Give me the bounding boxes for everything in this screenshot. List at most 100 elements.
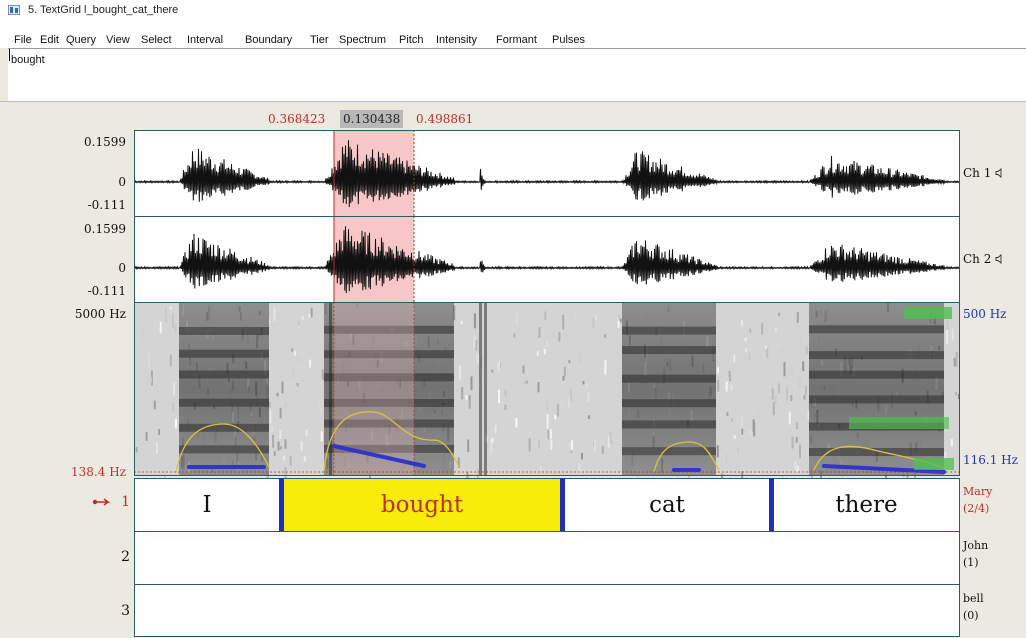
noise-speck: [473, 335, 476, 349]
speaker-icon[interactable]: [995, 254, 1005, 264]
menu-tier[interactable]: Tier: [310, 34, 329, 46]
sound-display[interactable]: [134, 130, 960, 480]
noise-speck: [459, 365, 462, 380]
tier-1[interactable]: [134, 478, 960, 532]
tier-3-count: (0): [963, 609, 979, 622]
noise-speck: [560, 399, 563, 411]
noise-speck: [862, 472, 865, 480]
intensity-contour: [323, 411, 460, 471]
ch2-label[interactable]: Ch 2: [963, 252, 1005, 266]
noise-speck: [476, 469, 479, 480]
noise-speck: [946, 329, 949, 344]
noise-speck: [468, 395, 471, 409]
noise-speck: [578, 350, 581, 364]
noise-speck: [171, 313, 174, 328]
noise-speck: [300, 441, 303, 452]
noise-speck: [453, 305, 456, 321]
selection-duration[interactable]: 0.130438: [340, 110, 404, 128]
noise-speck: [571, 440, 573, 452]
menu-query[interactable]: Query: [66, 34, 96, 46]
boundary-marker[interactable]: [560, 478, 565, 532]
noise-speck: [284, 401, 287, 415]
spectrogram[interactable]: [134, 302, 960, 480]
ch2-label-text: Ch 2: [963, 252, 992, 266]
ch1-ymin-label: -0.111: [87, 198, 126, 212]
menu-spectrum[interactable]: Spectrum: [339, 34, 387, 46]
voiced-segment: [809, 302, 944, 476]
noise-speck: [539, 466, 542, 471]
noise-speck: [272, 434, 275, 448]
noise-speck: [174, 325, 177, 334]
menu-pitch[interactable]: Pitch: [399, 34, 424, 46]
noise-speck: [774, 327, 777, 333]
boundary-marker[interactable]: [769, 478, 774, 532]
noise-speck: [717, 379, 720, 392]
noise-speck: [515, 418, 518, 428]
noise-speck: [318, 313, 321, 320]
intensity-min-marker: [914, 458, 954, 470]
menu-intensity[interactable]: Intensity: [436, 34, 477, 46]
tier-3-name-text: bell: [963, 592, 984, 605]
interval-text-value: bought: [11, 54, 45, 66]
interval-bought[interactable]: bought: [380, 492, 464, 518]
noise-speck: [491, 437, 494, 443]
noise-speck: [585, 383, 588, 389]
menu-edit[interactable]: Edit: [40, 34, 59, 46]
noise-speck: [489, 443, 492, 455]
speaker-icon[interactable]: [995, 168, 1005, 178]
noise-speck: [563, 366, 566, 377]
waveform-channel-1[interactable]: [134, 130, 960, 217]
noise-speck: [944, 451, 947, 460]
burst-stripe: [479, 302, 482, 476]
interval-I[interactable]: I: [202, 492, 212, 518]
noise-speck: [268, 401, 271, 408]
noise-speck: [175, 419, 177, 429]
noise-speck: [491, 369, 494, 373]
tier-1-name[interactable]: Mary (2/4): [963, 483, 992, 517]
noise-speck: [609, 431, 612, 444]
menu-file[interactable]: File: [14, 34, 32, 46]
interval-cat[interactable]: cat: [649, 492, 685, 518]
noise-speck: [611, 440, 614, 445]
menu-formant[interactable]: Formant: [496, 34, 537, 46]
tier-2[interactable]: [134, 531, 960, 585]
noise-speck: [745, 348, 748, 353]
noise-speck: [163, 468, 166, 480]
noise-speck: [515, 312, 518, 324]
menu-boundary[interactable]: Boundary: [245, 34, 293, 46]
tier-1-number[interactable]: 1: [121, 494, 130, 510]
ch1-label[interactable]: Ch 1: [963, 166, 1005, 180]
noise-speck: [536, 351, 539, 356]
noise-speck: [955, 391, 957, 396]
menu-pulses[interactable]: Pulses: [552, 34, 586, 46]
tier-3-name[interactable]: bell (0): [963, 590, 984, 624]
noise-speck: [768, 386, 771, 396]
menu-select[interactable]: Select: [141, 34, 172, 46]
noise-speck: [497, 362, 500, 372]
formant-band: [324, 373, 454, 382]
selection-start-time: 0.368423: [268, 112, 326, 126]
formant-band: [809, 325, 944, 334]
noise-speck: [588, 415, 590, 419]
interval-there[interactable]: there: [835, 492, 898, 518]
noise-speck: [748, 353, 751, 361]
interval-text-field[interactable]: bought: [8, 48, 1026, 102]
formant-band: [179, 370, 269, 379]
selection-end-time: 0.498861: [416, 112, 474, 126]
tier-3[interactable]: [134, 584, 960, 637]
noise-speck: [619, 318, 622, 323]
waveform-channel-2[interactable]: [134, 216, 960, 303]
noise-speck: [802, 361, 805, 371]
tier-2-name[interactable]: John (1): [963, 537, 988, 571]
menu-view[interactable]: View: [106, 34, 130, 46]
pitch-contour: [822, 464, 946, 474]
tier-3-number[interactable]: 3: [121, 603, 130, 619]
tier-1-count: (2/4): [963, 502, 990, 515]
boundary-marker[interactable]: [279, 478, 284, 532]
menu-interval[interactable]: Interval: [187, 34, 224, 46]
noise-speck: [522, 365, 525, 374]
noise-speck: [953, 357, 956, 367]
formant-band: [324, 399, 454, 407]
tier-2-number[interactable]: 2: [121, 549, 130, 565]
noise-speck: [570, 450, 573, 454]
